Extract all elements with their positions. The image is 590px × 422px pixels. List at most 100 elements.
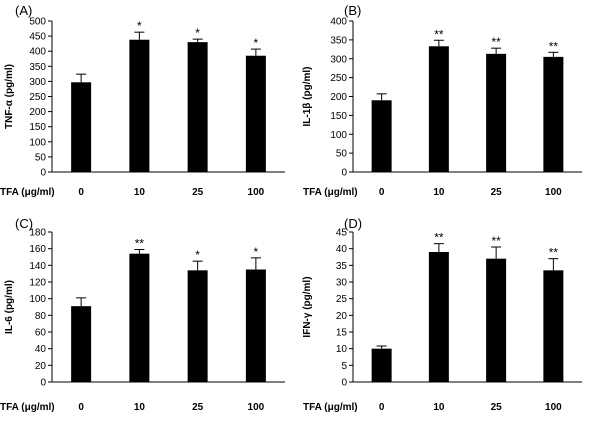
panel-b-y-tick-label: 400: [330, 17, 347, 28]
panel-b-bar: [486, 53, 507, 172]
panel-c-title: (C): [15, 216, 33, 231]
panel-b-bar: [428, 46, 449, 173]
panel-d-significance-marker: **: [491, 234, 501, 248]
panel-d-bar: [486, 258, 507, 382]
panel-a-y-tick-label: 300: [29, 77, 46, 88]
panel-c-bar: [245, 269, 266, 382]
panel-c-y-tick-label: 120: [29, 278, 46, 289]
panel-c-significance-marker: **: [135, 237, 145, 251]
panel-d-bar: [428, 252, 449, 382]
panel-c-y-tick-label: 40: [35, 344, 47, 355]
panel-a-bar: [245, 55, 266, 173]
panel-d-category-label: 100: [545, 402, 562, 413]
panel-c-x-axis-label: TFA (μg/ml): [0, 402, 55, 413]
panel-b-y-tick-label: 350: [330, 35, 347, 46]
panel-b-y-tick-label: 250: [330, 73, 347, 84]
panel-c-category-label: 0: [78, 402, 84, 413]
panel-b-y-tick-label: 50: [336, 149, 348, 160]
panel-d-y-tick-label: 25: [336, 294, 348, 305]
panel-b-category-label: 0: [379, 187, 385, 198]
panel-c-category-label: 100: [248, 402, 265, 413]
panel-d-significance-marker: **: [549, 246, 559, 260]
panel-b-title: (B): [344, 3, 361, 18]
panel-c-y-axis-label: IL-6 (pg/ml): [4, 280, 15, 334]
panel-a-y-tick-label: 100: [29, 137, 46, 148]
panel-a-significance-marker: *: [254, 36, 259, 50]
panel-a-y-tick-label: 350: [29, 62, 46, 73]
panel-a-y-tick-label: 400: [29, 47, 46, 58]
panel-a-significance-marker: *: [137, 19, 142, 33]
panel-b-y-tick-label: 200: [330, 92, 347, 103]
panel-a-bar: [187, 42, 208, 172]
panel-d-chart: (D) 0 5 10 15 20 25 30 35 40 45 IFN-γ (pg/ml) TFA (μ…: [302, 216, 582, 413]
panel-d-y-tick-label: 35: [336, 261, 348, 272]
panel-b-y-tick-label: 300: [330, 54, 347, 65]
panel-b-x-axis-label: TFA (μg/ml): [303, 187, 358, 198]
panel-a-y-axis-label: TNF-α (pg/ml): [4, 64, 15, 129]
panel-b-y-tick-label: 0: [341, 168, 347, 179]
panel-b-bar: [371, 100, 392, 172]
panel-a-category-label: 25: [192, 187, 204, 198]
panel-b-significance-marker: **: [434, 27, 444, 41]
panel-a-y-tick-label: 250: [29, 92, 46, 103]
panel-a-category-label: 100: [248, 187, 265, 198]
panel-b-bar: [543, 56, 564, 172]
panel-c-bar: [71, 306, 92, 382]
panel-d-category-label: 25: [491, 402, 503, 413]
panel-c-category-label: 10: [134, 402, 146, 413]
panel-c-bar: [187, 270, 208, 382]
panel-c-bar: [129, 253, 150, 382]
panel-a-y-tick-label: 150: [29, 122, 46, 133]
panel-d-category-label: 10: [433, 402, 445, 413]
panel-d-significance-marker: **: [434, 231, 444, 245]
panel-a-y-tick-label: 0: [40, 168, 46, 179]
panel-c-y-tick-label: 60: [35, 328, 47, 339]
panel-c-y-tick-label: 180: [29, 228, 46, 239]
panel-a-y-tick-label: 500: [29, 17, 46, 28]
panel-c-significance-marker: *: [254, 245, 259, 259]
panel-b-category-label: 10: [433, 187, 445, 198]
panel-b-significance-marker: **: [549, 39, 559, 53]
panel-a-category-label: 0: [78, 187, 84, 198]
panel-d-x-axis-label: TFA (μg/ml): [303, 402, 358, 413]
panel-c-significance-marker: *: [195, 248, 200, 262]
panel-d-y-tick-label: 20: [336, 311, 348, 322]
panel-c-category-label: 25: [192, 402, 204, 413]
panel-b-y-tick-label: 150: [330, 111, 347, 122]
panel-d-bar: [371, 348, 392, 382]
panel-c-y-tick-label: 20: [35, 361, 47, 372]
panel-a-x-axis-label: TFA (μg/ml): [0, 187, 55, 198]
panel-d-y-axis-label: IFN-γ (pg/ml): [302, 276, 313, 337]
panel-d-y-tick-label: 0: [341, 378, 347, 389]
panel-a-bar: [129, 39, 150, 172]
panel-d-category-label: 0: [379, 402, 385, 413]
panel-d-y-tick-label: 30: [336, 278, 348, 289]
panel-a-y-tick-label: 200: [29, 107, 46, 118]
panel-d-bar: [543, 270, 564, 382]
panel-d-y-tick-label: 15: [336, 328, 348, 339]
panel-c-y-tick-label: 80: [35, 311, 47, 322]
panel-a-y-tick-label: 50: [35, 152, 47, 163]
panel-d-y-tick-label: 5: [341, 361, 347, 372]
panel-d-title: (D): [344, 216, 362, 231]
panel-a-bar: [71, 82, 92, 172]
panel-d-y-tick-label: 40: [336, 244, 348, 255]
panel-b-category-label: 100: [545, 187, 562, 198]
panel-b-significance-marker: **: [491, 35, 501, 49]
panel-c-y-tick-label: 100: [29, 294, 46, 305]
panel-d-y-tick-label: 10: [336, 344, 348, 355]
panel-a-category-label: 10: [134, 187, 146, 198]
panel-a-title: (A): [15, 3, 32, 18]
panel-c-y-tick-label: 160: [29, 244, 46, 255]
panel-c-y-tick-label: 0: [40, 378, 46, 389]
panel-a-y-tick-label: 450: [29, 32, 46, 43]
panel-b-y-tick-label: 100: [330, 130, 347, 141]
panel-d-y-tick-label: 45: [336, 228, 348, 239]
panel-b-y-axis-label: IL-1β (pg/ml): [302, 67, 313, 127]
panel-a-significance-marker: *: [195, 26, 200, 40]
